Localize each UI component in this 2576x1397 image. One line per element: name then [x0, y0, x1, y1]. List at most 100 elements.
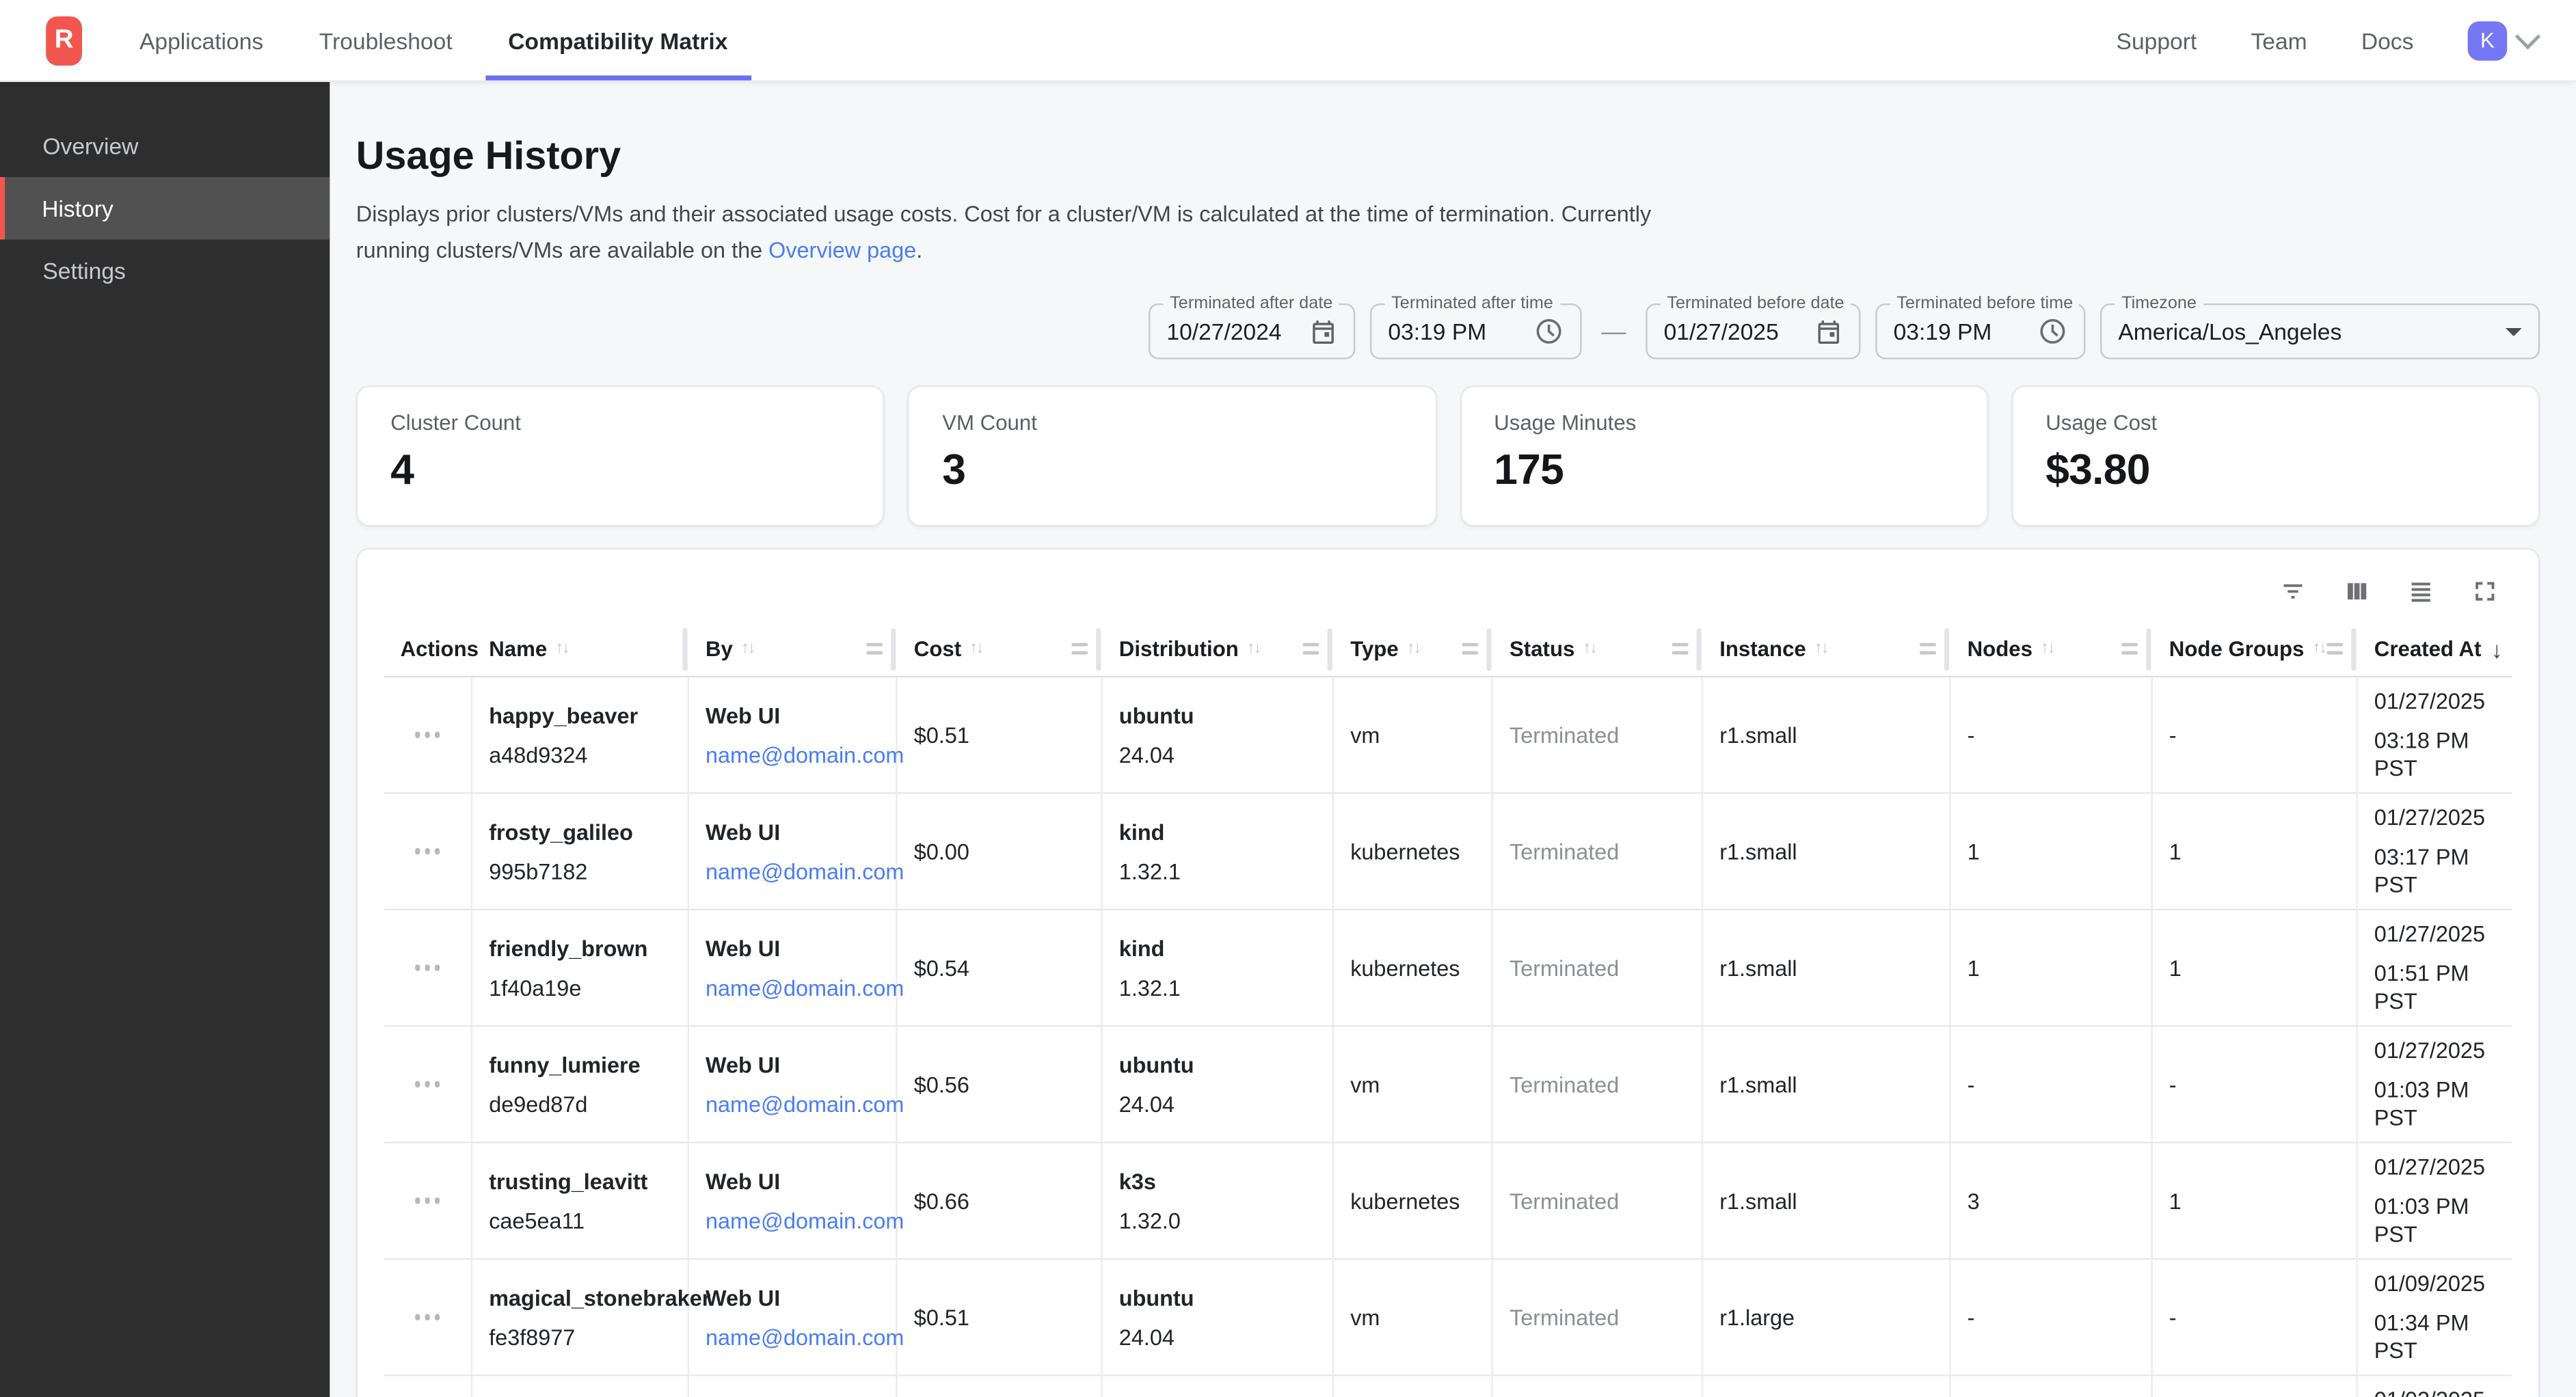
sidebar-item-overview[interactable]: Overview [0, 115, 330, 177]
cell-instance: r1.small [1703, 1143, 1950, 1260]
column-separator[interactable] [891, 627, 896, 670]
cell-status: Terminated [1493, 1260, 1703, 1376]
row-actions-button[interactable] [405, 1188, 450, 1213]
email-link[interactable]: name@domain.com [706, 973, 883, 1001]
status-badge: Terminated [1510, 1070, 1689, 1098]
column-separator[interactable] [1486, 627, 1491, 670]
cell-by: Web UI name@domain.com [689, 1260, 898, 1376]
column-separator[interactable] [1697, 627, 1702, 670]
row-actions-button[interactable] [405, 955, 450, 980]
cell-by: Web UI name@domain.com [689, 1027, 898, 1143]
column-menu-icon[interactable] [1303, 643, 1319, 655]
overview-page-link[interactable]: Overview page [768, 238, 916, 262]
sidebar-item-settings[interactable]: Settings [0, 239, 330, 301]
column-menu-icon[interactable] [1920, 643, 1936, 655]
tab-troubleshoot[interactable]: Troubleshoot [316, 0, 455, 81]
cell-status: Terminated [1493, 1143, 1703, 1260]
column-menu-icon[interactable] [1071, 643, 1088, 655]
nav-link-support[interactable]: Support [2117, 27, 2197, 53]
account-menu[interactable]: K [2468, 21, 2534, 60]
email-link[interactable]: name@domain.com [706, 857, 883, 885]
row-actions-button[interactable] [405, 1072, 450, 1097]
cell-name: frosty_galileo 995b7182 [472, 794, 689, 910]
col-header-distribution[interactable]: Distribution↑↓ [1103, 622, 1334, 678]
email-link[interactable]: name@domain.com [706, 1323, 883, 1351]
cell-cost: $0.56 [898, 1027, 1103, 1143]
card-usage-minutes: Usage Minutes 175 [1460, 385, 1988, 526]
column-menu-icon[interactable] [1672, 643, 1689, 655]
usage-table: Actions Name↑↓ By↑↓ Cost↑↓ Distribution↑… [384, 622, 2512, 1397]
col-header-status[interactable]: Status↑↓ [1493, 622, 1703, 678]
cell-distribution: k3s 1.32.0 [1103, 1143, 1334, 1260]
sidebar-item-history[interactable]: History [0, 177, 330, 239]
card-value: $3.80 [2045, 444, 2506, 495]
clock-icon[interactable] [1521, 316, 1564, 346]
cell-cost: $1.06 [898, 1376, 1103, 1397]
terminated-before-date-field[interactable]: Terminated before date 01/27/2025 [1646, 303, 1860, 360]
cell-cost: $0.66 [898, 1143, 1103, 1260]
nav-link-docs[interactable]: Docs [2361, 27, 2414, 53]
table-toolbar [384, 573, 2499, 609]
col-header-cost[interactable]: Cost↑↓ [898, 622, 1103, 678]
col-header-instance[interactable]: Instance↑↓ [1703, 622, 1950, 678]
column-separator[interactable] [682, 627, 687, 670]
main-content: Usage History Displays prior clusters/VM… [330, 82, 2576, 1397]
column-menu-icon[interactable] [2121, 643, 2138, 655]
tab-compatibility-matrix[interactable]: Compatibility Matrix [505, 0, 731, 81]
card-value: 3 [942, 444, 1402, 495]
col-header-created-at[interactable]: Created At↓ [2358, 622, 2512, 678]
cell-status: Terminated [1493, 794, 1703, 910]
cell-distribution: ubuntu 24.04 [1103, 1260, 1334, 1376]
cell-type: kubernetes [1334, 1143, 1493, 1260]
filter-icon[interactable] [2279, 577, 2307, 605]
column-separator[interactable] [1944, 627, 1949, 670]
avatar[interactable]: K [2468, 21, 2508, 60]
cell-created-at: 01/27/2025 01:03 PM PST [2358, 1027, 2512, 1143]
col-header-node-groups[interactable]: Node Groups↑↓ [2153, 622, 2358, 678]
email-link[interactable]: name@domain.com [706, 741, 883, 769]
field-value: 10/27/2024 [1166, 318, 1281, 344]
col-header-nodes[interactable]: Nodes↑↓ [1951, 622, 2153, 678]
calendar-icon[interactable] [1296, 317, 1337, 345]
terminated-before-time-field[interactable]: Terminated before time 03:19 PM [1875, 303, 2085, 360]
sort-icon: ↑↓ [1814, 640, 1827, 657]
replicated-logo[interactable]: R [46, 16, 82, 65]
terminated-after-date-field[interactable]: Terminated after date 10/27/2024 [1149, 303, 1355, 360]
cell-by: Web UI name@domain.com [689, 1143, 898, 1260]
cell-instance: r1.small [1703, 910, 1950, 1027]
column-separator[interactable] [1096, 627, 1101, 670]
timezone-select[interactable]: Timezone America/Los_Angeles [2100, 303, 2540, 360]
email-link[interactable]: name@domain.com [706, 1090, 883, 1118]
column-menu-icon[interactable] [866, 643, 883, 655]
fullscreen-icon[interactable] [2471, 577, 2499, 605]
description-text: Displays prior clusters/VMs and their as… [356, 202, 1651, 262]
column-separator[interactable] [1328, 627, 1332, 670]
col-header-by[interactable]: By↑↓ [689, 622, 898, 678]
clock-icon[interactable] [2025, 316, 2067, 346]
column-separator[interactable] [2351, 627, 2356, 670]
col-header-actions: Actions [384, 622, 473, 678]
row-actions-button[interactable] [405, 1305, 450, 1330]
column-menu-icon[interactable] [1462, 643, 1478, 655]
col-header-name[interactable]: Name↑↓ [472, 622, 689, 678]
cell-actions [384, 1143, 473, 1260]
page-title: Usage History [356, 135, 2540, 180]
row-actions-button[interactable] [405, 722, 450, 748]
col-header-type[interactable]: Type↑↓ [1334, 622, 1493, 678]
column-menu-icon[interactable] [2326, 643, 2343, 655]
density-icon[interactable] [2407, 577, 2435, 605]
card-label: Usage Minutes [1494, 410, 1954, 435]
email-link[interactable]: name@domain.com [706, 1206, 883, 1234]
cell-type: kubernetes [1334, 794, 1493, 910]
nav-link-team[interactable]: Team [2251, 27, 2307, 53]
column-separator[interactable] [2146, 627, 2151, 670]
columns-icon[interactable] [2343, 577, 2371, 605]
page-description: Displays prior clusters/VMs and their as… [356, 197, 1656, 269]
sort-icon: ↑↓ [555, 640, 568, 657]
calendar-icon[interactable] [1801, 317, 1842, 345]
tab-applications[interactable]: Applications [136, 0, 267, 81]
status-badge: Terminated [1510, 1303, 1689, 1331]
cell-name: happy_beaver a48d9324 [472, 677, 689, 794]
terminated-after-time-field[interactable]: Terminated after time 03:19 PM [1370, 303, 1582, 360]
row-actions-button[interactable] [405, 839, 450, 864]
